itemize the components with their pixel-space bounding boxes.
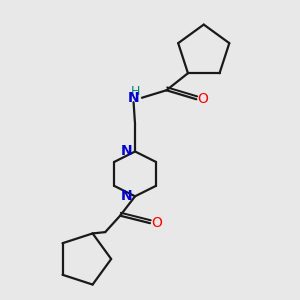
Text: O: O bbox=[151, 216, 162, 230]
Text: N: N bbox=[128, 91, 140, 105]
Text: N: N bbox=[121, 189, 133, 203]
Text: H: H bbox=[130, 85, 140, 98]
Text: N: N bbox=[121, 144, 133, 158]
Text: O: O bbox=[197, 92, 208, 106]
